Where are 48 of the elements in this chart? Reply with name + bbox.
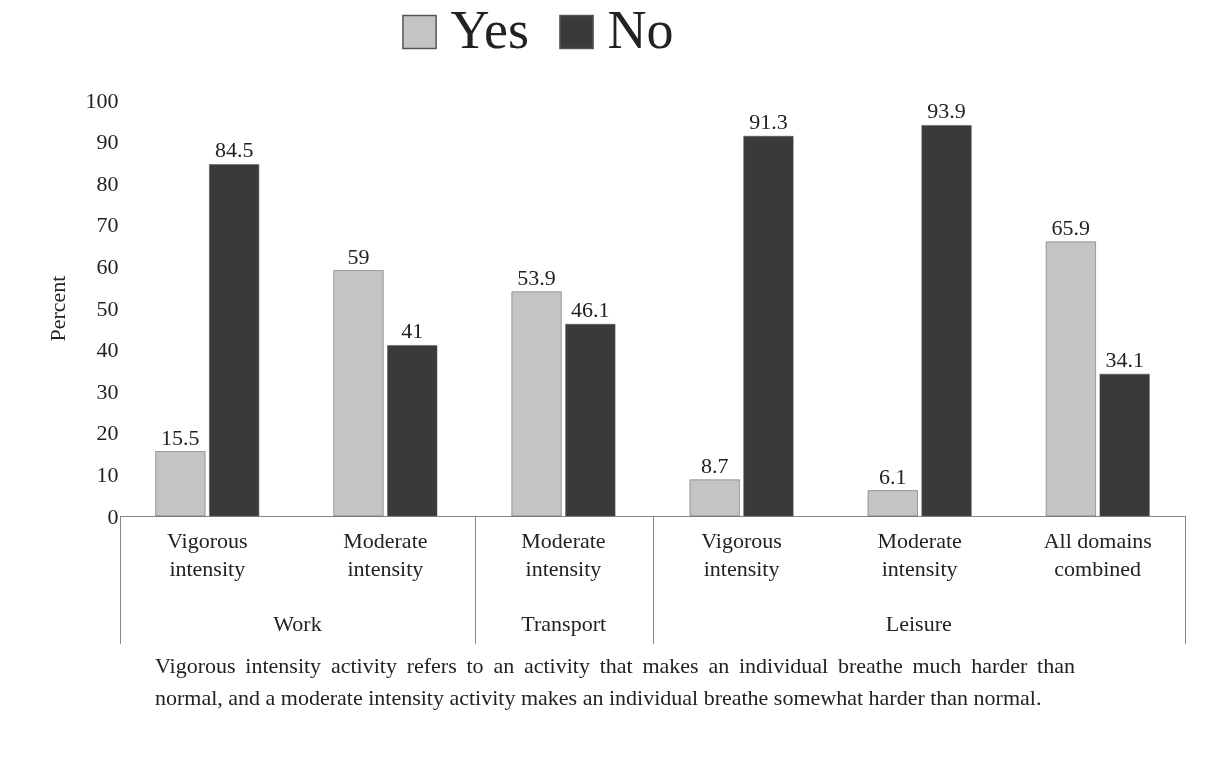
y-tick-label: 100 <box>85 87 119 113</box>
data-label: 6.1 <box>878 463 907 489</box>
bar <box>333 270 384 517</box>
text: Work <box>273 611 322 637</box>
x-tick-label: Vigorous intensity <box>166 527 248 581</box>
data-label: 46.1 <box>571 297 610 323</box>
y-tick-label: 60 <box>96 253 119 279</box>
bar <box>1099 373 1150 517</box>
data-label: 53.9 <box>517 264 556 290</box>
y-tick-label: 10 <box>96 461 119 487</box>
bar <box>921 125 972 517</box>
bar <box>387 345 438 517</box>
x-tick-label: All domains combined <box>1043 527 1152 581</box>
x-tick-label: Moderate intensity <box>877 527 962 581</box>
legend-label: Yes <box>450 0 530 60</box>
y-tick-label: 50 <box>96 295 119 321</box>
y-tick-label: 80 <box>96 170 119 196</box>
legend-label: No <box>607 0 674 60</box>
y-tick-label: 70 <box>96 212 119 238</box>
data-label: 8.7 <box>700 452 729 478</box>
data-label: 34.1 <box>1105 347 1144 373</box>
y-tick-label: 90 <box>96 129 119 155</box>
y-tick-label: 20 <box>96 420 119 446</box>
text: Leisure <box>885 611 952 637</box>
data-label: 15.5 <box>161 424 200 450</box>
bar <box>689 479 740 517</box>
bar <box>209 164 260 517</box>
data-label: 59 <box>347 243 370 269</box>
y-tick-label: 0 <box>107 503 119 529</box>
data-label: 41 <box>401 318 424 344</box>
text: Vigorous intensity activity refers to an activity that makes an individual breathe much harder than normal, and a moderate intensity activity makes an individual breathe somewhat harder than normal. <box>155 652 1075 712</box>
bar <box>155 451 206 517</box>
text: Transport <box>521 611 607 637</box>
y-tick-label: 40 <box>96 337 119 363</box>
bar <box>511 291 562 517</box>
data-label: 91.3 <box>749 109 788 135</box>
bar <box>867 490 918 517</box>
y-axis-title: Percent <box>44 275 70 342</box>
data-label: 93.9 <box>927 98 966 124</box>
bar <box>743 135 794 517</box>
data-label: 65.9 <box>1051 214 1091 240</box>
x-tick-label: Moderate intensity <box>343 527 428 581</box>
x-tick-label: Moderate intensity <box>521 527 606 581</box>
bar <box>1045 241 1096 517</box>
y-tick-label: 30 <box>96 378 119 404</box>
bar <box>565 323 616 517</box>
x-tick-label: Vigorous intensity <box>701 527 782 581</box>
data-label: 84.5 <box>214 137 254 163</box>
